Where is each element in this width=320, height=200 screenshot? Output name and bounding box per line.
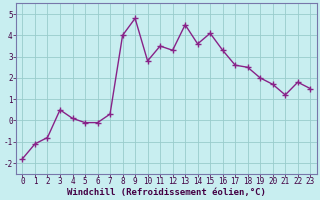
X-axis label: Windchill (Refroidissement éolien,°C): Windchill (Refroidissement éolien,°C) bbox=[67, 188, 266, 197]
